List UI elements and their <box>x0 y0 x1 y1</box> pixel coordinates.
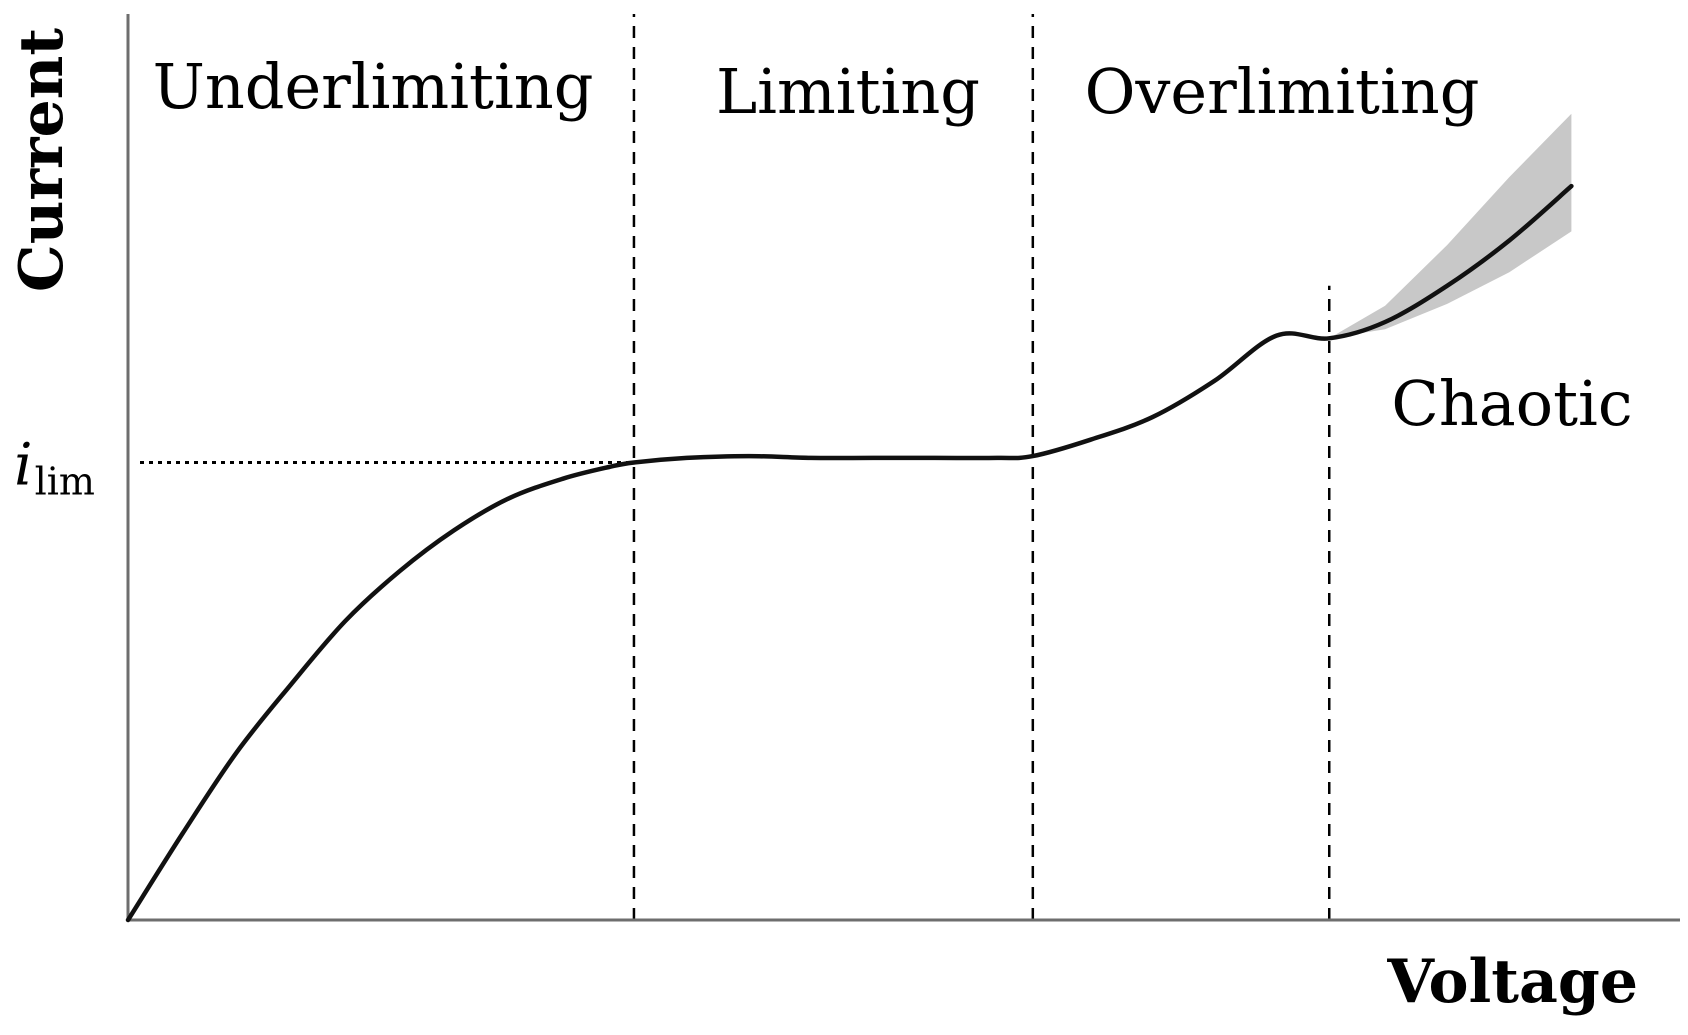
uncertainty-band <box>1329 113 1572 339</box>
region-label-chaotic: Chaotic <box>1391 367 1632 440</box>
region-label-underlimiting: Underlimiting <box>153 50 594 123</box>
curve-layer <box>125 183 1574 923</box>
y-tick-label-ilim: ilim <box>14 430 95 503</box>
axis-layer <box>126 14 1680 922</box>
current-voltage-curve <box>125 183 1574 923</box>
region-label-limiting: Limiting <box>716 55 980 128</box>
y-axis-label: Current <box>7 28 77 292</box>
uncertainty-band-layer <box>1329 113 1572 339</box>
x-axis-label: Voltage <box>1386 947 1638 1017</box>
guide-layer <box>140 14 1331 920</box>
label-layer: Underlimiting Limiting Overlimiting Chaotic… <box>14 50 1633 503</box>
region-label-overlimiting: Overlimiting <box>1085 55 1480 128</box>
